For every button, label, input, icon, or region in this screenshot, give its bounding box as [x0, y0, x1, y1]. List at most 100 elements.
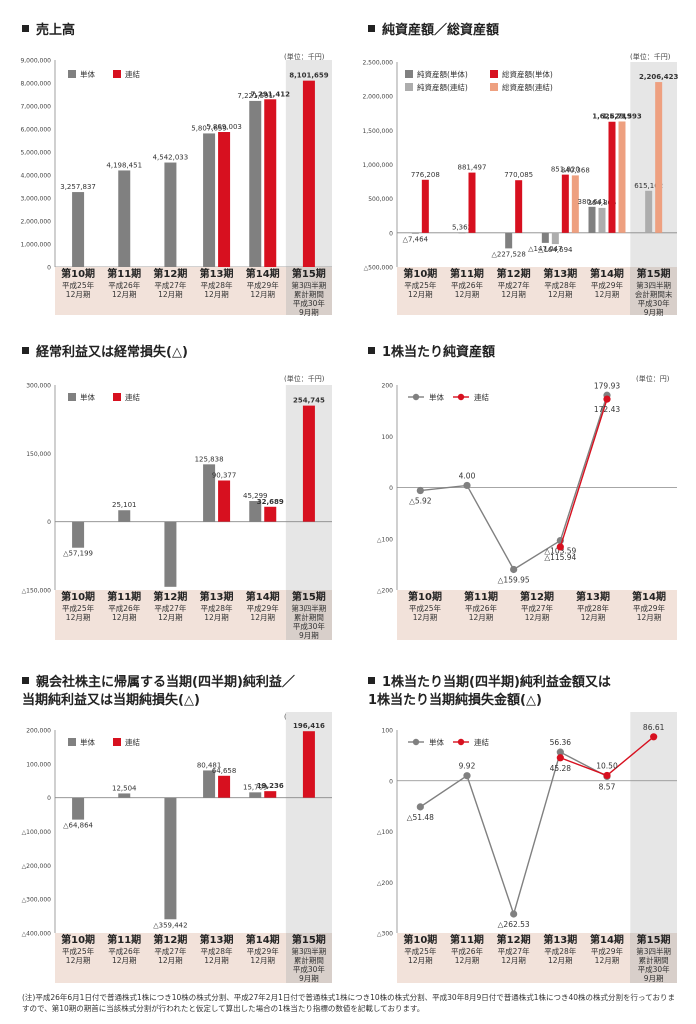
data-point	[463, 481, 471, 490]
data-label: 3,257,837	[60, 183, 96, 191]
category-label: 第11期 平成26年 12月期	[443, 267, 491, 315]
data-label: △7,464	[403, 235, 429, 243]
category-axis: 第10期 平成25年 12月期 第11期 平成26年 12月期 第12期 平成27年 12月期第…	[397, 590, 677, 640]
y-tick-label: 0	[389, 230, 393, 237]
panel-ordinary-income: 経常利益又は経常損失(△) (単位：千円)	[0, 330, 348, 660]
data-label: 15,709	[243, 783, 268, 791]
category-label: 第12期 平成27年 12月期	[147, 267, 194, 315]
data-label: △5.92	[409, 497, 432, 506]
data-label: 125,838	[195, 455, 224, 463]
y-tick-label: 4,000,000	[20, 173, 51, 180]
data-label: 64,658	[212, 767, 237, 775]
y-tick-label: 6,000,000	[20, 127, 51, 134]
y-tick-label: 2,000,000	[20, 219, 51, 226]
category-axis: 第10期 平成25年 12月期 第11期 平成26年 12月期 第12期 平成27年 12月期第…	[397, 267, 677, 317]
legend-marker	[412, 393, 420, 401]
y-tick-label: 300,000	[26, 383, 51, 390]
y-tick-label: 100	[382, 728, 394, 735]
bps-chart: △200 △100 0 100 200 △5.92 4.00 △159.95 △103.59 17…	[377, 381, 677, 595]
y-tick-label: 2,500,000	[362, 60, 393, 67]
data-label: 2,206,423	[639, 73, 679, 81]
bar	[164, 162, 177, 267]
panel-sales: 売上高 (単位：千円)	[0, 0, 348, 330]
data-label: △115.94	[544, 553, 576, 562]
data-label: 4,542,033	[153, 154, 189, 162]
data-label: 8.57	[599, 782, 616, 791]
category-axis: 第10期 平成25年 12月期 第11期 平成26年 12月期 第12期 平成27年 12月期第…	[55, 267, 332, 317]
data-label: 380,641	[578, 198, 607, 206]
data-label: 9.92	[459, 762, 476, 771]
legend-swatch	[68, 70, 76, 78]
category-label: 第12期 平成27年 12月期	[147, 933, 194, 983]
data-label: 5,362	[452, 223, 472, 231]
bar	[72, 797, 85, 820]
eps-chart: △300 △200 △100 0 100 △51.48 9.92 △262.53 56.36 8.…	[377, 712, 677, 983]
y-tick-label: 0	[389, 778, 393, 785]
data-label: △262.53	[498, 920, 530, 929]
y-tick-label: 5,000,000	[20, 150, 51, 157]
bar	[421, 179, 429, 233]
bar	[164, 797, 177, 920]
unit-label: (単位：千円)	[284, 375, 325, 383]
y-tick-label: 500,000	[368, 196, 393, 203]
category-label: 第14期 平成29年 12月期	[583, 933, 631, 983]
y-tick-label: △100	[377, 829, 393, 836]
series-line	[419, 751, 608, 917]
y-tick-label: 1,500,000	[362, 128, 393, 135]
bar	[72, 192, 85, 267]
y-tick-label: △500,000	[364, 265, 394, 272]
bar	[302, 405, 315, 522]
data-point	[650, 733, 658, 741]
data-point	[416, 803, 424, 811]
legend-label: 純資産額(連結)	[417, 82, 468, 92]
legend-label: 連結	[125, 392, 140, 402]
legend-marker	[457, 738, 465, 746]
category-label: 第10期 平成25年 12月期	[55, 590, 102, 640]
data-point	[556, 754, 564, 762]
bar	[203, 133, 216, 267]
y-tick-label: 200	[382, 383, 394, 390]
data-label: 45.28	[550, 764, 572, 773]
bar	[118, 510, 131, 522]
category-label: 第10期 平成25年 12月期	[397, 267, 444, 315]
category-label: 第14期 平成29年 12月期	[621, 590, 677, 640]
category-label: 第13期 平成28年 12月期	[193, 590, 240, 640]
data-label: 80,481	[197, 761, 222, 769]
bar	[302, 731, 315, 798]
bar	[218, 480, 231, 522]
bar	[588, 206, 596, 233]
category-label: 第10期 平成25年 12月期	[397, 933, 444, 983]
series-line	[559, 398, 608, 548]
category-label: 第11期 平成26年 12月期	[453, 590, 509, 640]
bar	[598, 207, 606, 233]
data-label: 5,869,003	[206, 123, 242, 131]
legend-swatch	[490, 83, 498, 91]
data-label: △227,528	[491, 250, 525, 258]
data-label: △57,199	[63, 550, 93, 558]
bar	[118, 170, 131, 267]
data-label: 10.50	[596, 761, 618, 770]
bar	[72, 521, 85, 548]
category-label: 第13期 平成28年 12月期	[536, 267, 584, 315]
unit-label: (単位：千円)	[630, 53, 671, 61]
y-tick-label: △200	[377, 588, 393, 595]
legend-label: 総資産額(単体)	[502, 69, 553, 79]
panel-bps: 1株当たり純資産額 (単位：円)	[348, 330, 696, 660]
bar	[505, 232, 513, 249]
bar	[608, 121, 616, 233]
legend-label: 単体	[429, 392, 444, 402]
category-label: 第10期 平成25年 12月期	[397, 590, 453, 640]
bar	[571, 175, 579, 233]
data-point	[416, 486, 424, 495]
legend-label: 単体	[80, 392, 95, 402]
legend-label: 連結	[474, 737, 489, 747]
category-label: 第14期 平成29年 12月期	[239, 590, 286, 640]
y-tick-label: 3,000,000	[20, 196, 51, 203]
bar	[618, 121, 626, 233]
data-point	[556, 748, 564, 756]
data-label: 90,377	[212, 471, 237, 479]
category-label: 第15期 第3四半期 累計期間 平成30年 9月期	[285, 267, 332, 317]
bar	[645, 190, 653, 233]
data-label: 12,504	[112, 784, 137, 792]
category-label: 第11期 平成26年 12月期	[101, 933, 148, 983]
